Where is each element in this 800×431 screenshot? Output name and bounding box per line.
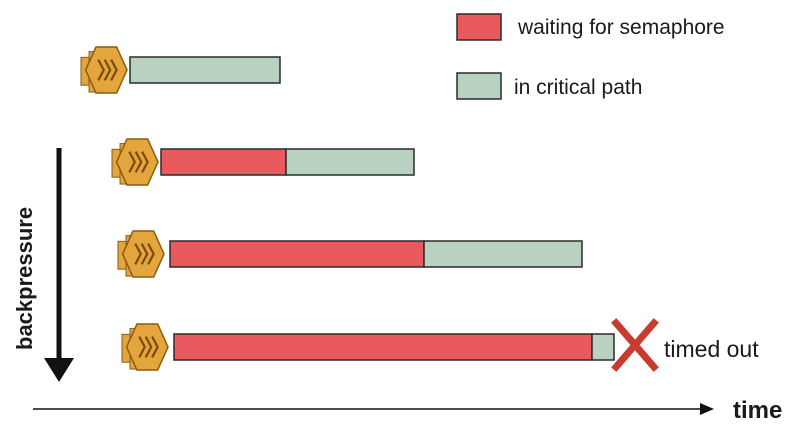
legend-label-waiting: waiting for semaphore — [517, 16, 725, 39]
waiting-bar — [173, 333, 593, 361]
lambda-function-icon — [80, 46, 128, 94]
backpressure-axis: backpressure — [12, 148, 74, 382]
time-label: time — [733, 397, 782, 424]
request-row — [117, 230, 583, 278]
critical-path-bar — [591, 333, 615, 361]
lambda-function-icon — [121, 323, 169, 371]
waiting-bar — [169, 240, 425, 268]
critical-path-bar — [129, 56, 281, 84]
legend: waiting for semaphore in critical path — [456, 13, 725, 100]
backpressure-label: backpressure — [12, 207, 37, 350]
legend-swatch-critical — [456, 72, 502, 100]
time-axis: time — [33, 397, 782, 424]
time-arrow-head — [700, 403, 714, 415]
legend-swatch-waiting — [456, 13, 502, 41]
request-row — [111, 138, 415, 186]
timeout-x-icon — [611, 318, 659, 372]
lambda-function-icon — [117, 230, 165, 278]
legend-label-critical: in critical path — [514, 76, 642, 99]
backpressure-arrow-head — [44, 358, 74, 382]
critical-path-bar — [285, 148, 415, 176]
critical-path-bar — [423, 240, 583, 268]
timeout-marker: timed out — [611, 318, 759, 372]
request-row — [80, 46, 281, 94]
request-row — [121, 323, 615, 371]
waiting-bar — [160, 148, 287, 176]
request-rows — [80, 46, 615, 371]
timed-out-label: timed out — [664, 336, 759, 362]
lambda-function-icon — [111, 138, 159, 186]
